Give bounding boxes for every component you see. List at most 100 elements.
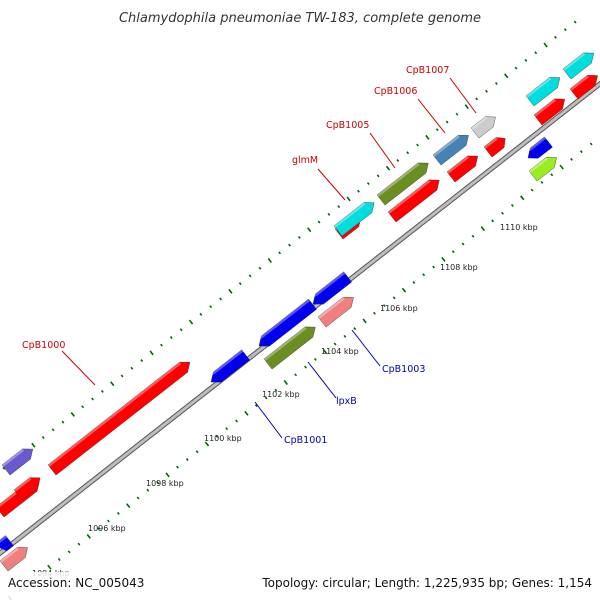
gene-fwd-6 — [569, 75, 598, 100]
gene-label-cpb1006[interactable]: CpB1006 — [374, 86, 417, 97]
inner-tick — [520, 195, 525, 201]
gene-cpb1006-highlight — [433, 135, 460, 157]
outer-tick — [149, 350, 154, 356]
gene-label-cpb1000[interactable]: CpB1000 — [22, 340, 65, 351]
gene-cyan-right-1-highlight — [526, 77, 552, 98]
outer-tick — [346, 196, 351, 202]
inner-tick — [392, 296, 396, 300]
gene-fwd-2 — [387, 179, 440, 223]
inner-tick — [422, 273, 426, 277]
inner-tick — [530, 188, 534, 192]
gene-cpb1006 — [432, 134, 469, 166]
tick-label-1106: 1106 kbp — [380, 304, 418, 313]
outer-tick — [81, 405, 85, 409]
outer-tick — [297, 235, 301, 239]
gene-cpb1003 — [317, 296, 354, 328]
inner-tick — [47, 564, 52, 570]
tick-label-1100: 1100 kbp — [204, 434, 242, 443]
gene-blue-2-highlight — [255, 299, 311, 341]
outer-tick — [327, 212, 331, 216]
genome-summary-text: Topology: circular; Length: 1,225,935 bp… — [261, 576, 592, 590]
connector-cpb1006 — [417, 98, 446, 134]
inner-tick — [510, 204, 514, 207]
inner-tick — [225, 427, 229, 431]
outer-tick — [188, 319, 194, 325]
footer-background — [0, 572, 600, 600]
inner-tick — [235, 419, 238, 423]
outer-tick — [169, 335, 173, 339]
outer-tick — [70, 411, 75, 417]
gene-glmm — [333, 202, 375, 237]
inner-tick — [451, 250, 455, 254]
inner-tick — [136, 496, 140, 500]
outer-tick — [278, 251, 282, 255]
outer-tick — [425, 134, 430, 140]
inner-tick — [323, 349, 328, 355]
tick-label-1104: 1104 kbp — [321, 347, 359, 356]
connector-cpb1005 — [369, 132, 396, 169]
gene-left-pink-highlight — [0, 547, 19, 563]
gene-label-cpb1007[interactable]: CpB1007 — [406, 65, 449, 76]
outer-tick — [130, 366, 134, 370]
outer-tick — [455, 112, 459, 116]
gene-left-blue-highlight — [0, 535, 7, 543]
inner-tick — [501, 211, 504, 215]
outer-tick — [514, 66, 518, 70]
gene-cpb1005 — [376, 162, 429, 206]
outer-tick — [494, 82, 498, 85]
gene-label-lines — [61, 77, 477, 439]
inner-tick — [204, 441, 210, 447]
gene-label-cpb1003[interactable]: CpB1003 — [382, 364, 425, 375]
outer-tick — [51, 428, 55, 432]
connector-cpb1007 — [449, 77, 477, 114]
outer-tick — [543, 42, 548, 48]
inner-tick — [559, 164, 564, 170]
outer-tick — [2, 466, 6, 470]
outer-tick — [385, 165, 391, 171]
gene-blue-3-highlight — [309, 271, 346, 299]
gene-fwd-5 — [533, 98, 566, 126]
outer-tick — [357, 189, 360, 193]
tick-label-1108: 1108 kbp — [440, 263, 478, 272]
inner-tick — [401, 287, 407, 293]
inner-tick — [343, 334, 347, 338]
outer-tick — [396, 158, 400, 162]
connector-glmm — [317, 168, 346, 201]
gene-label-glmm[interactable]: glmM — [292, 155, 318, 166]
inner-tick — [77, 542, 81, 546]
outer-tick — [228, 288, 233, 294]
inner-tick — [67, 550, 71, 554]
outer-tick — [307, 227, 312, 233]
inner-tick — [156, 481, 160, 485]
inner-tick — [244, 410, 249, 416]
outer-tick — [337, 205, 341, 209]
gene-cyan-right-2 — [562, 52, 595, 80]
inner-tick — [294, 373, 298, 377]
tick-label-1102: 1102 kbp — [262, 390, 300, 399]
outer-tick — [140, 359, 144, 363]
gene-fwd-2-highlight — [388, 179, 431, 214]
outer-tick — [464, 104, 469, 110]
outer-tick — [120, 374, 124, 378]
inner-tick — [116, 511, 120, 515]
inner-tick — [461, 242, 465, 246]
outer-tick — [435, 128, 439, 132]
outer-tick — [406, 151, 410, 155]
gene-label-cpb1005[interactable]: CpB1005 — [326, 120, 369, 131]
connector-lpxb — [307, 361, 337, 399]
outer-tick — [563, 28, 567, 32]
outer-tick — [199, 312, 203, 316]
outer-tick — [219, 297, 222, 301]
gene-lpxb-highlight — [264, 326, 307, 361]
gene-label-cpb1001[interactable]: CpB1001 — [284, 435, 327, 446]
gene-label-lpxb[interactable]: lpxB — [336, 396, 357, 407]
tick-label-1110: 1110 kbp — [500, 223, 538, 232]
outer-tick — [179, 328, 183, 332]
connector-cpb1001 — [254, 401, 283, 439]
gene-cpb1007 — [470, 116, 496, 139]
gene-lpxb — [263, 326, 316, 370]
outer-tick — [258, 266, 262, 270]
inner-tick — [86, 533, 91, 539]
gene-glmm-highlight — [334, 202, 366, 228]
